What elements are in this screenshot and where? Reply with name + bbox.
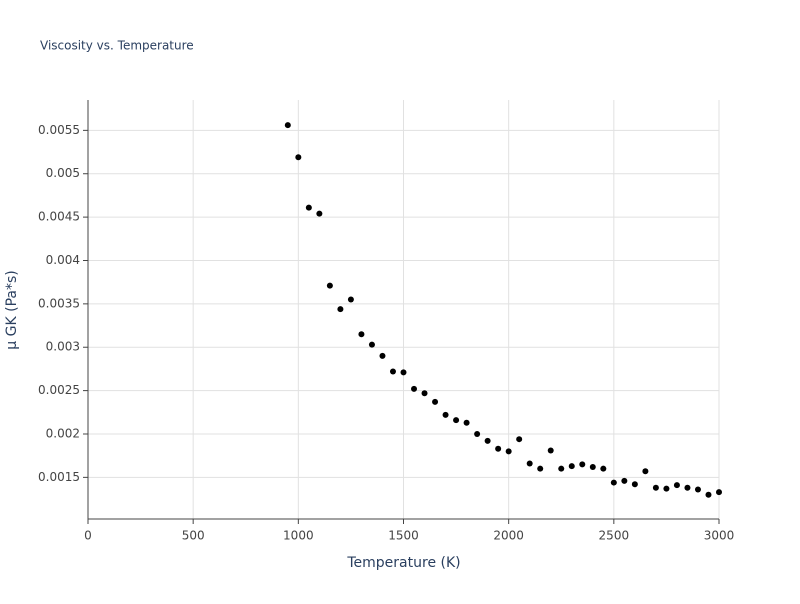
point bbox=[347, 296, 354, 303]
y-tick-label: 0.0055 bbox=[38, 123, 80, 137]
point bbox=[568, 463, 575, 470]
x-tick-label: 2000 bbox=[493, 529, 524, 543]
x-tick-label: 2500 bbox=[599, 529, 630, 543]
x-tick-label: 0 bbox=[84, 529, 92, 543]
x-tick-label: 3000 bbox=[704, 529, 735, 543]
x-tick-label: 500 bbox=[182, 529, 205, 543]
point bbox=[705, 491, 712, 498]
point bbox=[432, 398, 439, 405]
point bbox=[652, 484, 659, 491]
point bbox=[305, 204, 312, 211]
point bbox=[284, 122, 291, 129]
point bbox=[547, 447, 554, 454]
y-tick-label: 0.0015 bbox=[38, 470, 80, 484]
point bbox=[610, 479, 617, 486]
y-axis-label: μ GK (Pa*s) bbox=[4, 270, 20, 349]
point bbox=[379, 352, 386, 359]
y-tick-label: 0.0045 bbox=[38, 210, 80, 224]
point bbox=[716, 489, 722, 496]
point bbox=[389, 368, 396, 375]
point bbox=[663, 485, 670, 492]
point bbox=[453, 417, 460, 424]
point bbox=[400, 369, 407, 376]
point bbox=[694, 486, 701, 493]
point bbox=[589, 463, 596, 470]
y-tick-label: 0.003 bbox=[46, 340, 80, 354]
point bbox=[411, 385, 418, 392]
y-tick-label: 0.005 bbox=[46, 166, 80, 180]
point bbox=[442, 411, 449, 418]
point bbox=[368, 341, 375, 348]
x-axis-label: Temperature (K) bbox=[346, 555, 460, 571]
point bbox=[463, 419, 470, 426]
y-tick-label: 0.002 bbox=[46, 426, 80, 440]
y-tick-label: 0.0025 bbox=[38, 383, 80, 397]
point bbox=[326, 282, 333, 289]
point bbox=[558, 465, 565, 472]
point bbox=[642, 468, 649, 475]
point bbox=[421, 390, 428, 397]
point bbox=[631, 481, 638, 488]
chart-title: Viscosity vs. Temperature bbox=[40, 39, 194, 53]
y-tick-label: 0.004 bbox=[46, 253, 80, 267]
point bbox=[295, 154, 302, 161]
point bbox=[474, 430, 481, 437]
point bbox=[484, 437, 491, 444]
point bbox=[316, 210, 323, 217]
point bbox=[684, 484, 691, 491]
point bbox=[495, 445, 502, 452]
point bbox=[526, 460, 533, 467]
x-tick-label: 1500 bbox=[388, 529, 419, 543]
point bbox=[579, 461, 586, 468]
x-tick-label: 1000 bbox=[283, 529, 314, 543]
point bbox=[337, 306, 344, 313]
point bbox=[621, 477, 628, 484]
point bbox=[358, 331, 365, 338]
point bbox=[516, 436, 523, 443]
point bbox=[673, 482, 680, 489]
point bbox=[537, 465, 544, 472]
point bbox=[505, 448, 512, 455]
y-tick-label: 0.0035 bbox=[38, 296, 80, 310]
point bbox=[600, 465, 607, 472]
